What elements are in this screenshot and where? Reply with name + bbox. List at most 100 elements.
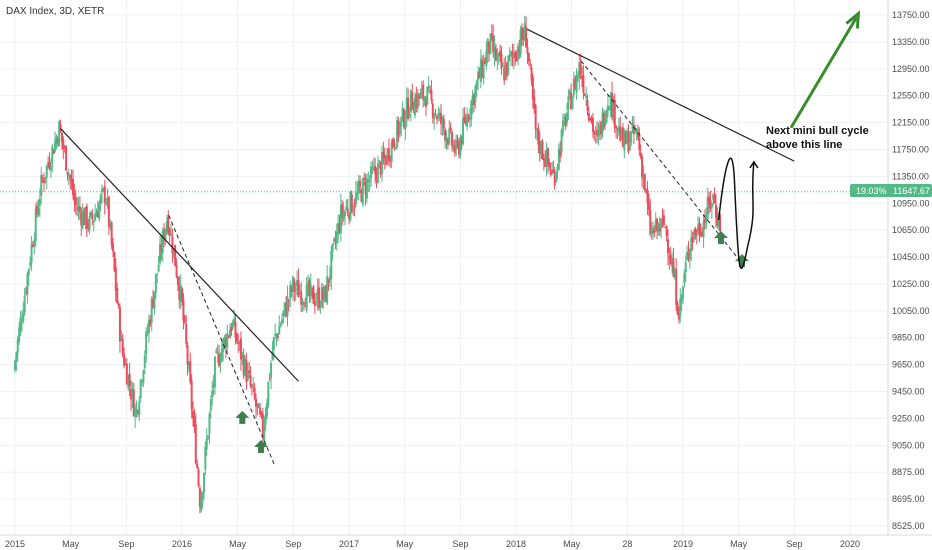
candle-body: [368, 179, 371, 182]
candle-body: [165, 220, 168, 233]
candle-body: [78, 206, 81, 212]
candle-body: [158, 243, 161, 263]
candle-body: [714, 204, 717, 218]
candle-body: [575, 75, 578, 93]
candle-body: [103, 186, 106, 204]
candle-body: [209, 399, 212, 411]
candle-body: [365, 178, 368, 199]
candle-body: [94, 214, 97, 221]
candle-body: [578, 62, 581, 79]
candle-body: [515, 58, 518, 62]
candle-body: [459, 139, 462, 156]
candle-body: [319, 306, 322, 308]
candle-body: [343, 210, 346, 216]
candle-body: [533, 96, 536, 109]
candle-body: [51, 146, 54, 164]
bull-arrow-head-icon: [845, 10, 861, 29]
candle-body: [198, 488, 201, 508]
candle-body: [69, 175, 72, 179]
candle-body: [187, 364, 190, 369]
candle-body: [687, 251, 690, 256]
candle-body: [315, 301, 318, 303]
candle-body: [451, 132, 454, 146]
candle-body: [192, 410, 195, 419]
candle-body: [63, 147, 66, 149]
candle-body: [531, 77, 534, 100]
y-tick-label: 13750.00: [892, 10, 930, 20]
candle-body: [124, 363, 127, 365]
candle-body: [601, 112, 604, 133]
candle-body: [74, 197, 77, 206]
candle-body: [105, 201, 108, 205]
candle-body: [117, 304, 120, 306]
candle-body: [296, 280, 299, 287]
candle-body: [183, 317, 186, 323]
candle-body: [400, 117, 403, 127]
candle-body: [153, 291, 156, 310]
candle-body: [488, 41, 491, 53]
candle-body: [643, 174, 646, 191]
candle-body: [574, 77, 577, 90]
candle-body: [171, 236, 174, 254]
candle-body: [127, 375, 130, 388]
candle-body: [372, 167, 375, 169]
candle-body: [233, 318, 236, 326]
candle-body: [58, 121, 61, 147]
candle-body: [257, 404, 260, 409]
candle-body: [434, 113, 437, 115]
candle-body: [479, 58, 482, 82]
candle-body: [163, 229, 166, 241]
candle-body: [37, 208, 40, 215]
candle-body: [49, 165, 52, 171]
y-tick-label: 10450.00: [892, 252, 930, 262]
candle-body: [181, 288, 184, 302]
candle-body: [385, 157, 388, 165]
candle-body: [559, 149, 562, 156]
candle-body: [475, 81, 478, 90]
candle-body: [471, 95, 474, 105]
candle-body: [613, 99, 616, 128]
candle-body: [567, 96, 570, 110]
candle-body: [308, 280, 311, 296]
candle-body: [615, 126, 618, 129]
candle-body: [713, 194, 716, 204]
candle-body: [71, 178, 74, 195]
candle-body: [132, 389, 135, 417]
candle-body: [657, 224, 660, 232]
candle-body: [460, 136, 463, 144]
candle-body: [523, 23, 526, 40]
candle-body: [298, 292, 301, 294]
candle-body: [630, 130, 633, 143]
candle-body: [178, 284, 181, 300]
candle-body: [293, 280, 296, 292]
candle-body: [363, 177, 366, 180]
candle-body: [536, 129, 539, 131]
candle-body: [546, 148, 549, 164]
candle-body: [356, 192, 359, 195]
y-tick-label: 10950.00: [892, 198, 930, 208]
candle-body: [237, 342, 240, 345]
candle-body: [357, 182, 360, 194]
candle-body: [59, 124, 62, 132]
candle-body: [96, 211, 99, 218]
candle-body: [563, 117, 566, 119]
candle-body: [683, 273, 686, 284]
candle-body: [582, 75, 585, 93]
x-axis: 2015 May Sep 2016 May Sep 2017 May Sep 2018 May 28 2…: [0, 534, 932, 549]
candle-body: [571, 96, 574, 110]
y-tick-label: 9650.00: [892, 360, 925, 370]
candle-body: [272, 337, 275, 351]
candle-body: [511, 52, 514, 55]
candle-body: [656, 218, 659, 232]
candle-body: [216, 351, 219, 353]
candle-body: [353, 205, 356, 208]
candle-body: [627, 130, 630, 152]
candle-body: [18, 327, 21, 343]
candle-body: [435, 116, 438, 119]
candle-body: [328, 275, 331, 281]
candle-body: [275, 334, 278, 337]
candle-body: [405, 97, 408, 120]
candle-body: [161, 231, 164, 253]
candle-body: [485, 50, 488, 66]
